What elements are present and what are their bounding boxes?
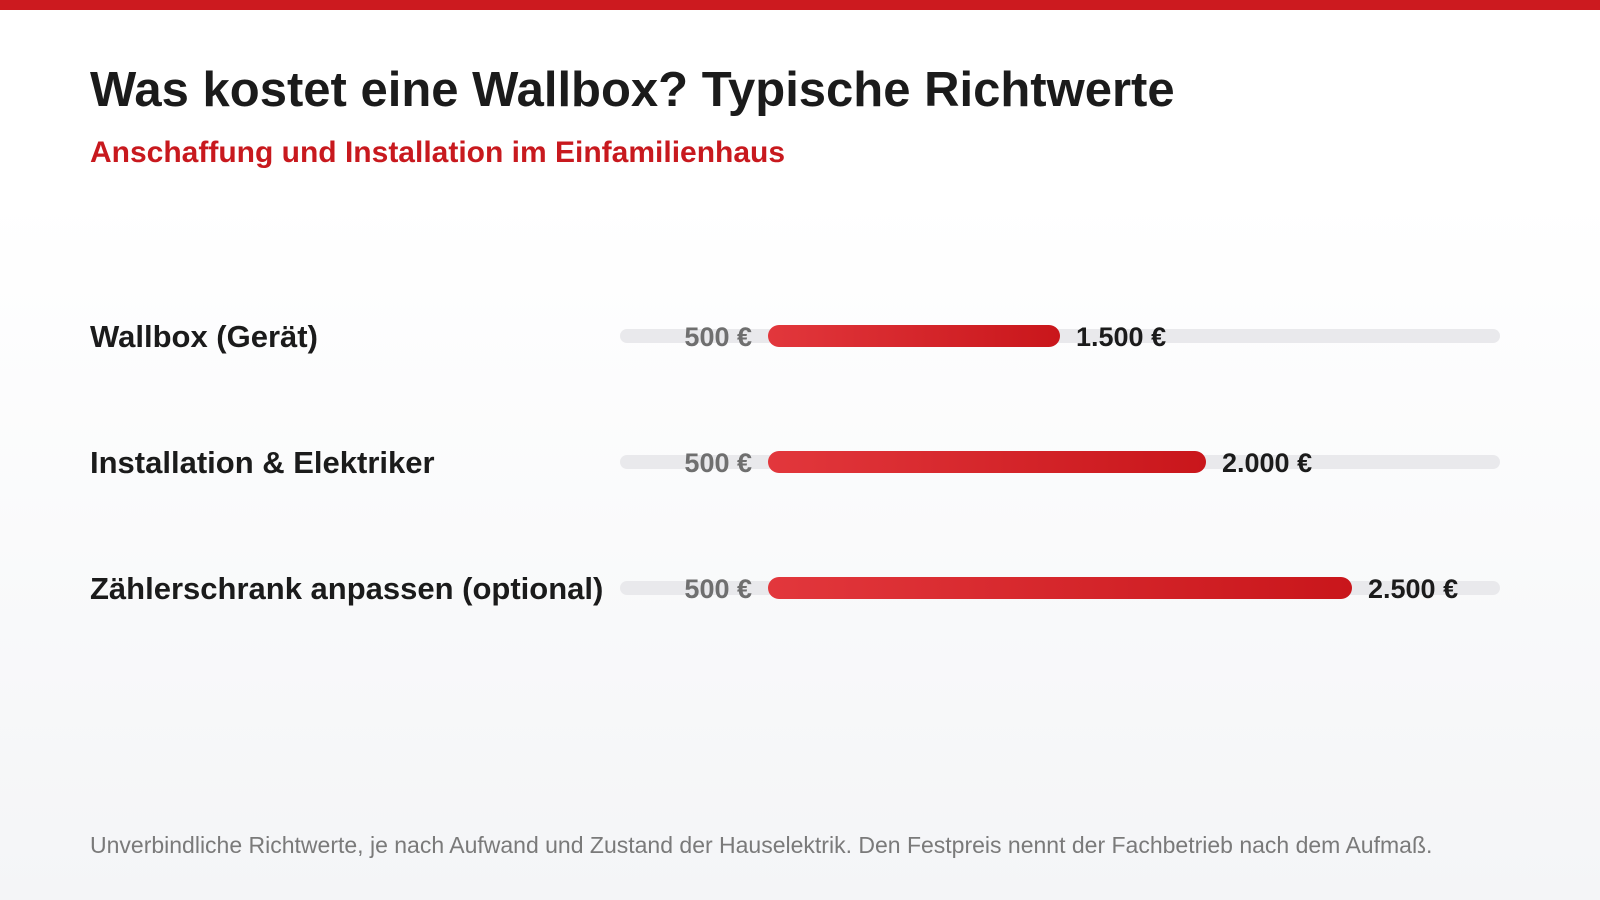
chart-title: Was kostet eine Wallbox? Typische Richtw… xyxy=(90,63,1175,117)
footnote: Unverbindliche Richtwerte, je nach Aufwa… xyxy=(90,832,1433,858)
max-value-label: 1.500 € xyxy=(1076,322,1166,352)
chart-subtitle: Anschaffung und Installation im Einfamil… xyxy=(90,136,786,169)
max-value-label: 2.500 € xyxy=(1368,574,1458,604)
category-label: Wallbox (Gerät) xyxy=(90,319,318,354)
chart-row: Zählerschrank anpassen (optional) 500 € 2.… xyxy=(90,571,1500,606)
category-label: Installation & Elektriker xyxy=(90,445,435,480)
min-value-label: 500 € xyxy=(684,448,752,478)
range-bar xyxy=(768,577,1352,599)
category-label: Zählerschrank anpassen (optional) xyxy=(90,571,603,606)
range-bar xyxy=(768,325,1060,347)
range-bar xyxy=(768,451,1206,473)
min-value-label: 500 € xyxy=(684,322,752,352)
min-value-label: 500 € xyxy=(684,574,752,604)
chart-row: Installation & Elektriker 500 € 2.000 € xyxy=(90,445,1500,480)
max-value-label: 2.000 € xyxy=(1222,448,1312,478)
top-accent-bar xyxy=(0,0,1600,10)
chart-row: Wallbox (Gerät) 500 € 1.500 € xyxy=(90,319,1500,354)
